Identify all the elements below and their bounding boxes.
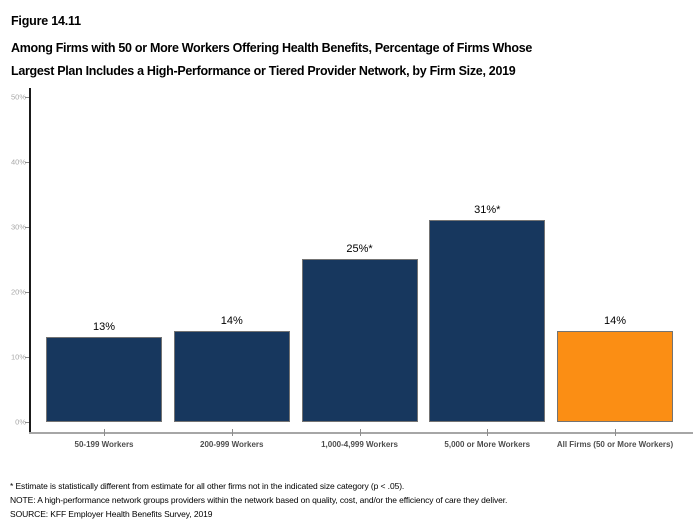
y-axis-line — [29, 88, 31, 434]
chart-title-line-2: Largest Plan Includes a High-Performance… — [11, 64, 516, 78]
footnotes: * Estimate is statistically different fr… — [10, 479, 694, 521]
chart-title-line-1: Among Firms with 50 or More Workers Offe… — [11, 41, 532, 55]
y-axis-tick-label: 0% — [15, 417, 26, 427]
y-axis-tick-label: 30% — [10, 222, 26, 232]
y-axis-tick-mark — [25, 422, 29, 423]
x-axis-category-label: 200-999 Workers — [200, 440, 264, 449]
x-axis-line — [29, 432, 693, 434]
y-axis-tick-mark — [25, 227, 29, 228]
bar-200-999-workers — [173, 331, 290, 422]
x-axis-tick-mark — [359, 429, 361, 436]
figure-number: Figure 14.11 — [11, 14, 81, 28]
x-axis-category-label: 1,000-4,999 Workers — [321, 440, 398, 449]
x-axis-tick-mark — [487, 429, 489, 436]
x-axis-tick-mark — [231, 429, 233, 436]
bar-1-000-4-999-workers — [301, 259, 418, 422]
y-axis-tick-mark — [25, 97, 29, 98]
x-axis-category-label: 5,000 or More Workers — [444, 440, 531, 449]
bar-value-label: 14% — [220, 315, 243, 327]
bar-value-label: 25%* — [346, 243, 373, 255]
y-axis-tick-mark — [25, 292, 29, 293]
chart-header: Figure 14.11 Among Firms with 50 or More… — [11, 14, 687, 83]
bar-value-label: 14% — [603, 315, 627, 327]
footnote-source: SOURCE: KFF Employer Health Benefits Sur… — [10, 509, 213, 519]
x-axis-tick-mark — [615, 429, 616, 436]
x-axis-tick-mark — [104, 429, 105, 436]
bar-value-label: 31%* — [474, 204, 501, 216]
bar-5-000-or-more-workers — [429, 220, 546, 422]
y-axis-tick-mark — [25, 357, 29, 358]
y-axis-tick-label: 20% — [10, 287, 26, 297]
bar-value-label: 13% — [92, 321, 116, 333]
footnote-significance: * Estimate is statistically different fr… — [10, 481, 405, 491]
y-axis-tick-label: 50% — [10, 92, 26, 102]
x-axis-category-label: 50-199 Workers — [74, 440, 134, 449]
y-axis-tick-label: 10% — [10, 352, 26, 362]
footnote-note: NOTE: A high-performance network groups … — [10, 495, 508, 505]
x-axis-category-label: All Firms (50 or More Workers) — [556, 440, 674, 449]
bar-50-199-workers — [46, 337, 162, 422]
bar-all-firms-50-or-more-workers- — [557, 331, 673, 422]
y-axis-tick-mark — [25, 162, 29, 163]
y-axis-tick-label: 40% — [10, 157, 26, 167]
